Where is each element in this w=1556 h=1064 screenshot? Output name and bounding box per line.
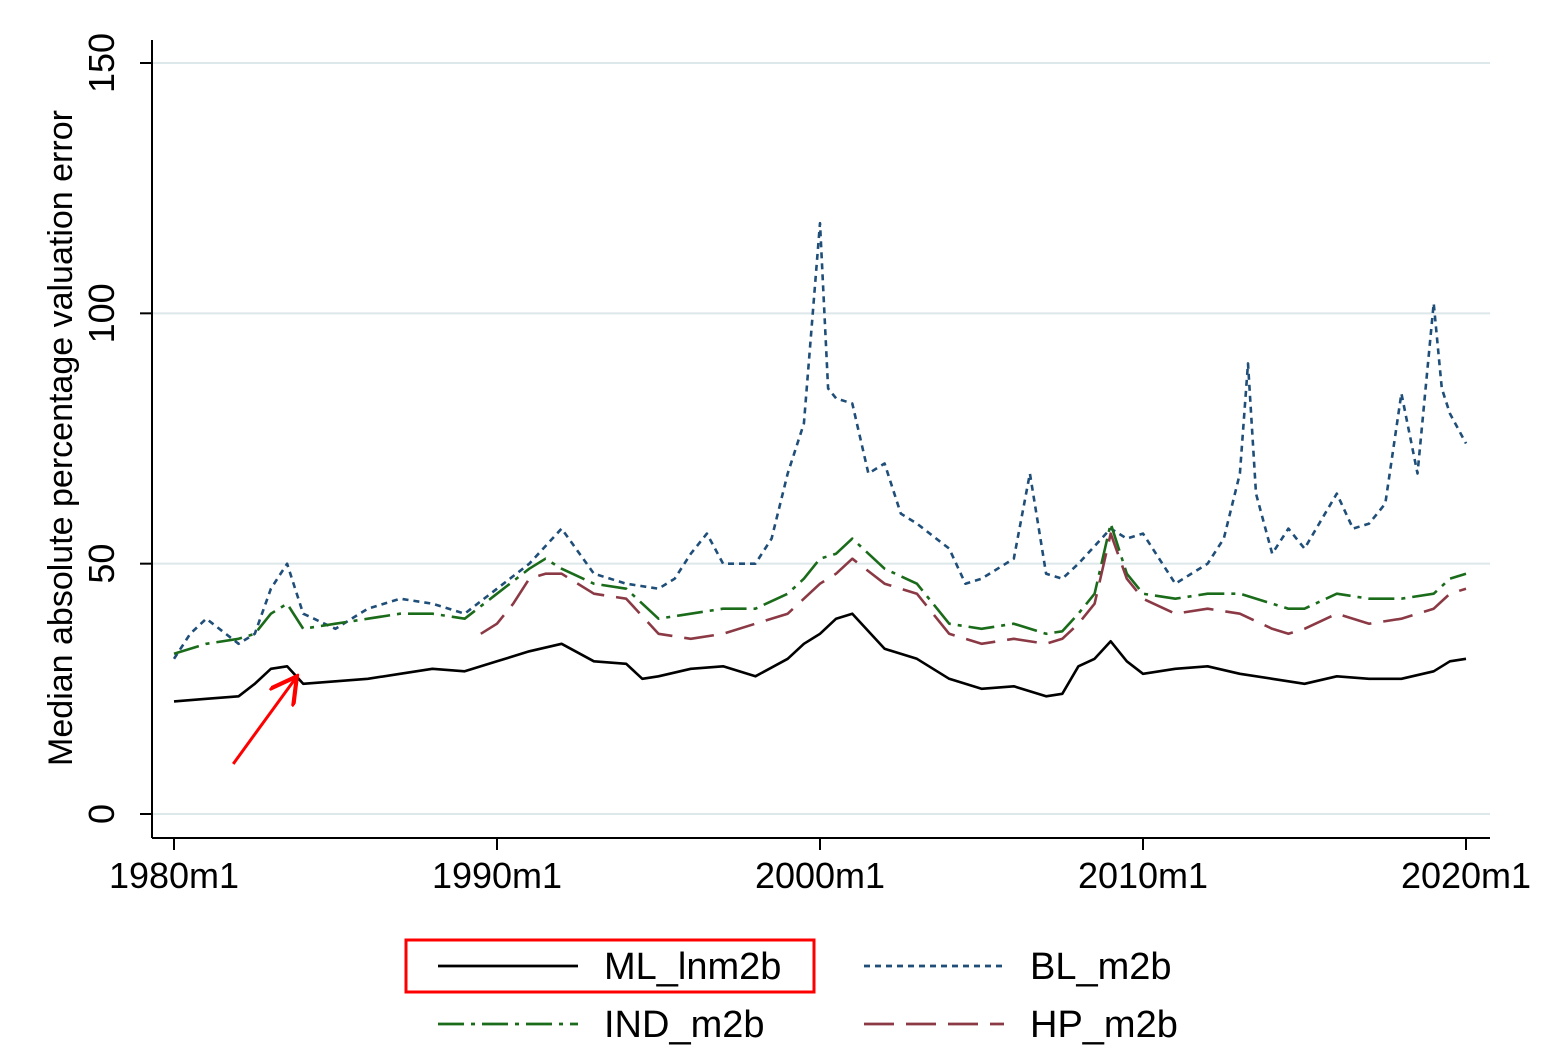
y-ticks: 0 50 100 150 bbox=[81, 33, 152, 824]
y-tick-label: 100 bbox=[81, 283, 122, 343]
series-line-ml-lnm2b bbox=[173, 612, 1467, 703]
legend-label: HP_m2b bbox=[1030, 1004, 1178, 1046]
x-tick-label: 2000m1 bbox=[755, 855, 885, 896]
legend-label: IND_m2b bbox=[604, 1004, 765, 1046]
legend: ML_lnm2b BL_m2b IND_m2b HP_m2b bbox=[404, 938, 1178, 1046]
y-tick-label: 150 bbox=[81, 33, 122, 93]
legend-item-bl-m2b: BL_m2b bbox=[864, 946, 1172, 988]
annotations bbox=[232, 679, 295, 765]
series-lines bbox=[172, 221, 1468, 703]
legend-highlight-box bbox=[404, 938, 816, 994]
x-ticks: 1980m1 1990m1 2000m1 2010m1 2020m1 bbox=[109, 838, 1531, 896]
axes bbox=[151, 40, 1490, 839]
legend-item-hp-m2b: HP_m2b bbox=[864, 1004, 1178, 1046]
legend-item-ind-m2b: IND_m2b bbox=[438, 1004, 765, 1046]
x-tick-label: 2010m1 bbox=[1078, 855, 1208, 896]
series-line-hp-m2b bbox=[480, 532, 1467, 646]
x-tick-label: 1980m1 bbox=[109, 855, 239, 896]
x-tick-label: 1990m1 bbox=[432, 855, 562, 896]
y-tick-label: 0 bbox=[81, 804, 122, 824]
y-tick-label: 50 bbox=[81, 544, 122, 584]
x-tick-label: 2020m1 bbox=[1401, 855, 1531, 896]
legend-label: ML_lnm2b bbox=[604, 946, 781, 988]
series-line-bl-m2b bbox=[172, 221, 1468, 660]
y-axis-title: Median absolute percentage valuation err… bbox=[42, 110, 80, 766]
gridlines bbox=[152, 62, 1490, 815]
legend-label: BL_m2b bbox=[1030, 946, 1172, 988]
annotation-arrow bbox=[232, 679, 295, 765]
series-line-ind-m2b bbox=[173, 522, 1467, 656]
legend-item-ml-lnm2b: ML_lnm2b bbox=[404, 938, 816, 994]
